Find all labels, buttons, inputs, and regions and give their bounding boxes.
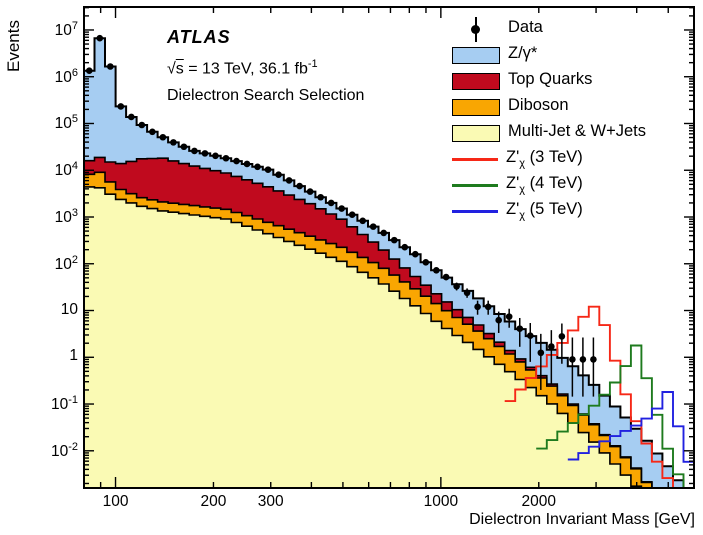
data-marker-swatch [452,16,500,42]
legend-item-zgamma: Z/γ* [452,42,646,68]
x-axis-title: Dielectron Invariant Mass [GeV] [469,511,695,528]
legend-item-zprime-4tev: Z'χ (4 TeV) [452,172,646,198]
legend-item-top-quarks: Top Quarks [452,68,646,94]
selection-label: Dielectron Search Selection [167,87,365,105]
x-tick-label: 100 [102,493,129,510]
legend-label-top-quarks: Top Quarks [508,70,593,89]
y-tick-label: 104 [54,160,78,180]
zprime-5tev-line-swatch [452,209,498,213]
legend-label-zprime-4tev: Z'χ (4 TeV) [506,174,583,196]
legend-item-zprime-3tev: Z'χ (3 TeV) [452,146,646,172]
multijet-swatch [452,124,500,142]
legend-label-data: Data [508,18,543,37]
legend-label-multijet: Multi-Jet & W+Jets [508,122,646,141]
x-tick-label: 1000 [423,493,459,510]
legend-item-multijet: Multi-Jet & W+Jets [452,120,646,146]
top-quarks-swatch [452,72,500,90]
energy-lumi-label: √s = 13 TeV, 36.1 fb-1 [167,51,364,82]
sqrt-arg: s [175,60,184,78]
y-tick-label: 105 [54,113,78,133]
legend-item-data: Data [452,16,646,42]
energy-lumi-text: = 13 TeV, 36.1 fb [183,60,308,78]
legend-label-zgamma: Z/γ* [508,44,538,63]
lumi-exponent: -1 [307,58,318,70]
y-tick-label: 106 [54,66,78,86]
y-tick-label: 103 [54,207,78,227]
y-tick-label: 1 [69,347,78,365]
legend-label-zprime-3tev: Z'χ (3 TeV) [506,148,583,170]
zprime-3tev-line-swatch [452,157,498,161]
zprime-4tev-line-swatch [452,183,498,187]
experiment-label: ATLAS [167,27,231,47]
y-tick-label: 10-2 [50,440,78,460]
x-tick-label: 200 [200,493,227,510]
legend: Data Z/γ* Top Quarks Diboson Multi-Jet &… [452,16,646,224]
legend-item-zprime-5tev: Z'χ (5 TeV) [452,198,646,224]
data-marker-dot [471,24,480,34]
diboson-swatch [452,98,500,116]
x-tick-label: 300 [257,493,284,510]
zgamma-swatch [452,46,500,64]
plot-annotation: ATLAS √s = 13 TeV, 36.1 fb-1 Dielectron … [167,24,364,109]
y-tick-label: 10-1 [50,394,78,414]
y-tick-label: 107 [54,19,78,40]
x-tick-label: 2000 [521,493,557,510]
sqrt-symbol: √ [167,60,176,78]
legend-label-diboson: Diboson [508,96,569,115]
legend-item-diboson: Diboson [452,94,646,120]
y-axis-title: Events [4,20,23,72]
legend-label-zprime-5tev: Z'χ (5 TeV) [506,200,583,222]
y-tick-label: 102 [54,253,78,273]
y-tick-label: 10 [60,300,78,318]
